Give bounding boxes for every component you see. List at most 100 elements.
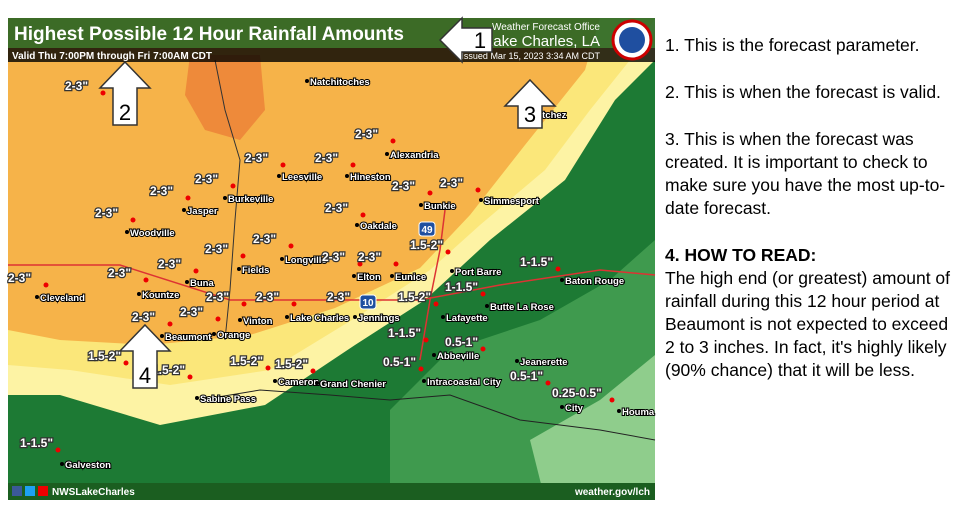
city-label: Beaumont [165,332,212,343]
city-dot [160,334,164,338]
forecast-dot [193,268,199,274]
city-label: Sabine Pass [200,394,256,405]
city-dot [182,208,186,212]
city-label: Buna [190,278,214,289]
city-label: Natchitoches [310,77,370,88]
amount-label: 0.5-1" [510,369,543,383]
amount-label: 1.5-2" [88,349,121,363]
amount-label: 1-1.5" [388,326,421,340]
city-label: Cameron [278,377,319,388]
road [419,209,446,361]
city-label: Jeanerette [520,357,568,368]
amount-label: 2-3" [327,290,350,304]
amount-label: 2-3" [355,127,378,141]
note: 3. This is when the forecast was created… [665,129,946,218]
title: Highest Possible 12 Hour Rainfall Amount… [14,24,404,45]
amount-label: 1.5-2" [152,363,185,377]
city-dot [277,174,281,178]
website: weather.gov/lch [574,487,650,498]
amount-label: 2-3" [108,266,131,280]
amount-label: 1-1.5" [20,436,53,450]
nws-logo-inner [619,27,645,53]
city-label: Woodville [130,228,175,239]
callout-number: 1 [474,28,486,53]
city-label: Lafayette [446,313,488,324]
amount-label: 0.25-0.5" [552,386,602,400]
city-label: Intracoastal City [427,377,502,388]
city-dot [479,198,483,202]
callout-number: 3 [524,102,536,127]
highway-shield [359,294,377,310]
city-label: Jennings [358,313,400,324]
city-dot [345,174,349,178]
forecast-dot [100,90,106,96]
city-label: Port Barre [455,267,501,278]
highway-label: 49 [421,225,433,236]
city-dot [441,315,445,319]
city-dot [353,315,357,319]
forecast-dot [167,321,173,327]
forecast-dot [433,301,439,307]
forecast-dot [609,397,615,403]
note: 2. This is when the forecast is valid. [665,82,941,102]
amount-label: 0.5-1" [445,335,478,349]
how-to-read-body: The high end (or greatest) amount of rai… [665,268,951,380]
city-dot [305,79,309,83]
notes-panel: 1. This is the forecast parameter. 2. Th… [665,34,957,382]
amount-label: 2-3" [95,206,118,220]
city-dot [137,292,141,296]
title-bar [8,18,655,48]
city-dot [237,267,241,271]
amount-label: 1.5-2" [398,290,431,304]
amount-label: 2-3" [315,151,338,165]
city-dot [223,196,227,200]
city-dot [315,381,319,385]
amount-label: 2-3" [245,151,268,165]
city-dot [560,405,564,409]
amount-label: 2-3" [358,250,381,264]
forecast-dot [427,190,433,196]
city-label: City [565,403,584,414]
amount-label: 2-3" [325,201,348,215]
callout-arrow [438,16,493,64]
city-dot [285,315,289,319]
forecast-dot [240,253,246,259]
city-dot [60,462,64,466]
note: 1. This is the forecast parameter. [665,35,920,55]
how-to-read: 4. HOW TO READ: The high end (or greatest… [665,244,957,382]
city-dot [280,257,284,261]
city-dot [515,359,519,363]
forecast-dot [291,301,297,307]
office-line1: Weather Forecast Office [492,22,600,33]
coastline [199,389,656,441]
twitter-icon [25,486,35,496]
city-dot [273,379,277,383]
city-label: Alexandria [390,150,439,161]
amount-label: 2-3" [205,242,228,256]
forecast-dot [230,183,236,189]
city-label: Kountze [142,290,179,301]
city-label: Simmesport [484,196,540,207]
forecast-dot [280,162,286,168]
amount-label: 2-3" [392,179,415,193]
city-dot [195,396,199,400]
amount-label: 2-3" [132,310,155,324]
forecast-dot [241,301,247,307]
zone-light-green [530,355,655,500]
city-label: Bunkie [424,201,456,212]
amount-label: 1-1.5" [520,255,553,269]
amount-label: 2-3" [180,305,203,319]
forecast-dot [130,217,136,223]
amount-label: 1.5-2" [275,357,308,371]
city-label: Fields [242,265,269,276]
facebook-icon [12,486,22,496]
city-label: Abbeville [437,351,479,362]
forecast-dot [475,187,481,193]
amount-label: 1-1.5" [445,280,478,294]
valid-bar [8,48,655,62]
issued-time: Issued Mar 15, 2023 3:34 AM CDT [461,51,600,61]
amount-label: 2-3" [322,250,345,264]
city-dot [560,278,564,282]
forecast-dot [310,368,316,374]
